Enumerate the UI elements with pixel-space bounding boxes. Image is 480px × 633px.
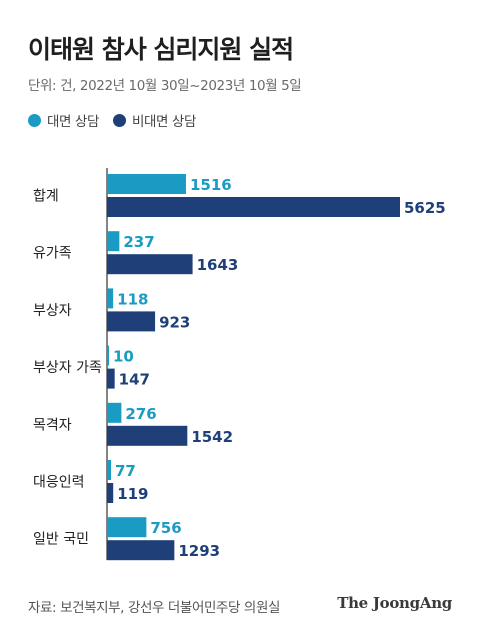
bar-face: [107, 345, 109, 366]
data-label-nonface: 119: [117, 485, 148, 503]
chart-subtitle: 단위: 건, 2022년 10월 30일~2023년 10월 5일: [28, 78, 302, 94]
bar-face: [107, 174, 186, 194]
data-label-nonface: 1643: [197, 256, 239, 274]
chart-title: 이태원 참사 심리지원 실적: [28, 35, 294, 64]
bar-nonface: [107, 368, 115, 389]
bar-face: [107, 402, 122, 423]
legend: 대면 상담 비대면 상담: [28, 110, 210, 130]
bar-nonface: [107, 197, 400, 217]
bar-face: [107, 517, 147, 538]
bar-face: [107, 288, 114, 309]
legend-swatch-face: [28, 113, 41, 127]
data-label-nonface: 1542: [191, 428, 233, 446]
data-label-face: 237: [123, 233, 154, 251]
category-label: 대응인력: [33, 475, 85, 491]
data-label-face: 77: [115, 462, 136, 480]
brand-logo: The JoongAng: [337, 594, 452, 612]
legend-swatch-nonface: [112, 113, 126, 127]
category-label: 부상자 가족: [33, 360, 102, 376]
data-label-nonface: 5625: [404, 199, 446, 217]
legend-label-face: 대면 상담: [47, 114, 99, 130]
legend-label-nonface: 비대면 상담: [131, 114, 196, 130]
legend-item-face: 대면 상담: [28, 110, 99, 130]
legend-item-nonface: 비대면 상담: [112, 110, 196, 130]
category-label: 부상자: [33, 303, 72, 319]
data-label-face: 756: [150, 519, 181, 537]
data-label-nonface: 923: [159, 313, 190, 331]
bar-face: [107, 460, 112, 480]
bar-face: [107, 231, 120, 252]
data-label-face: 276: [125, 405, 156, 423]
bar-nonface: [107, 483, 114, 503]
bar-nonface: [107, 254, 193, 275]
data-label-face: 10: [113, 348, 134, 366]
data-label-face: 1516: [190, 176, 232, 194]
data-label-face: 118: [117, 290, 148, 308]
category-label: 합계: [33, 189, 59, 205]
data-label-nonface: 1293: [178, 542, 220, 560]
source-note: 자료: 보건복지부, 강선우 더불어민주당 의원실: [28, 600, 280, 616]
data-label-nonface: 147: [119, 371, 150, 389]
category-label: 일반 국민: [33, 532, 89, 548]
category-label: 목격자: [33, 417, 72, 433]
bar-nonface: [107, 311, 156, 332]
bar-nonface: [107, 540, 175, 561]
category-label: 유가족: [33, 246, 72, 262]
bar-nonface: [107, 425, 188, 446]
